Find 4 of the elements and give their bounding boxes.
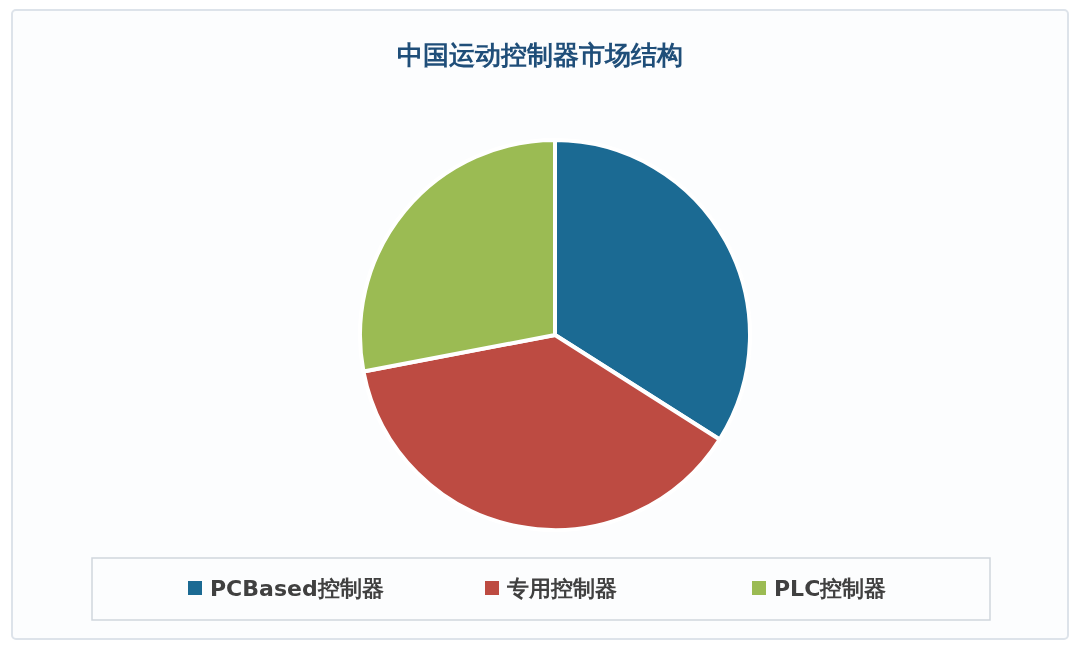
legend-label: PCBased控制器 — [210, 576, 384, 601]
legend-label: 专用控制器 — [506, 576, 617, 601]
chart-title: 中国运动控制器市场结构 — [397, 40, 683, 70]
legend-label: PLC控制器 — [774, 576, 887, 601]
